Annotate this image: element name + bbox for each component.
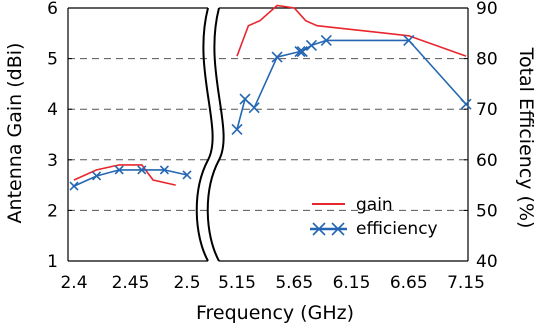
efficiency-point (69, 181, 79, 191)
efficiency-point (182, 170, 192, 180)
legend-gain-label: gain (356, 195, 393, 215)
x-tick-label: 2.5 (173, 273, 200, 293)
marker-stroke (271, 51, 283, 63)
marker-stroke (159, 165, 169, 175)
x-tick-label: 5.15 (218, 273, 256, 293)
marker-stroke (182, 170, 192, 180)
efficiency-point (248, 102, 260, 114)
legend-efficiency-swatch (310, 222, 347, 236)
x-tick-label: 6.65 (390, 273, 428, 293)
marker-stroke (320, 34, 332, 46)
legend-efficiency-marker (331, 222, 345, 236)
grid-lines (68, 58, 468, 211)
efficiency-point (239, 93, 251, 105)
right-y-tick-label: 70 (476, 100, 498, 120)
marker-stroke (403, 34, 415, 46)
left-y-tick-label: 6 (47, 0, 58, 19)
right-y-axis-label: Total Efficiency (%) (515, 47, 537, 229)
marker-stroke (305, 39, 317, 52)
marker-stroke (69, 181, 79, 191)
axes-frames (67, 7, 469, 262)
left-y-axis-label: Antenna Gain (dBi) (4, 43, 26, 224)
right-y-tick-label: 80 (476, 50, 498, 70)
marker-stroke (294, 45, 306, 58)
legend: gain efficiency (310, 195, 438, 239)
marker-stroke (331, 222, 345, 236)
axis-break-right (206, 7, 225, 262)
efficiency-point (114, 165, 124, 175)
efficiency-point (159, 165, 169, 175)
marker-stroke (114, 165, 124, 175)
marker-stroke (312, 222, 326, 236)
legend-efficiency-marker (312, 222, 326, 236)
x-tick-label: 2.4 (60, 273, 87, 293)
efficiency-point (460, 98, 472, 110)
efficiency-point (296, 45, 308, 58)
efficiency-point (231, 123, 243, 136)
efficiency-point (137, 165, 147, 175)
marker-stroke (231, 123, 243, 136)
tick-labels: 1 2 3 4 5 6 40 50 60 70 80 90 2.4 2.45 2.5 5.15 5.65 6.15… (47, 0, 497, 293)
left-y-tick-label: 1 (47, 252, 58, 272)
left-y-tick-label: 5 (47, 50, 58, 70)
efficiency-point (294, 45, 306, 58)
x-tick-label: 7.15 (447, 273, 485, 293)
right-y-tick-label: 90 (476, 0, 498, 19)
marker-stroke (460, 98, 472, 110)
marker-stroke (239, 93, 251, 105)
x-tick-label: 2.45 (112, 273, 150, 293)
left-y-tick-label: 2 (47, 201, 58, 221)
efficiency-line (236, 39, 467, 130)
marker-stroke (137, 165, 147, 175)
legend-efficiency-label: efficiency (356, 219, 438, 239)
axis-labels: Frequency (GHz) Antenna Gain (dBi) Total… (4, 43, 537, 324)
gain-line (73, 164, 176, 186)
right-y-tick-label: 40 (476, 252, 498, 272)
left-y-tick-label: 3 (47, 151, 58, 171)
axis-break-left (195, 7, 214, 262)
efficiency-point (271, 51, 283, 63)
x-tick-label: 6.15 (333, 273, 371, 293)
gain-line (236, 4, 467, 57)
x-axis-label: Frequency (GHz) (196, 302, 354, 324)
efficiency-point (320, 34, 332, 46)
x-tick-label: 5.65 (275, 273, 313, 293)
efficiency-line (73, 169, 188, 187)
data-series (69, 4, 472, 191)
series-gain (73, 4, 467, 186)
efficiency-point (92, 171, 102, 181)
left-y-tick-label: 4 (47, 100, 58, 120)
axis-break-marks (195, 7, 225, 262)
right-y-tick-label: 50 (476, 201, 498, 221)
right-y-tick-label: 60 (476, 151, 498, 171)
efficiency-point (305, 39, 317, 52)
marker-stroke (296, 45, 308, 58)
marker-stroke (92, 171, 102, 181)
series-efficiency (69, 34, 472, 191)
efficiency-point (403, 34, 415, 46)
marker-stroke (248, 102, 260, 114)
